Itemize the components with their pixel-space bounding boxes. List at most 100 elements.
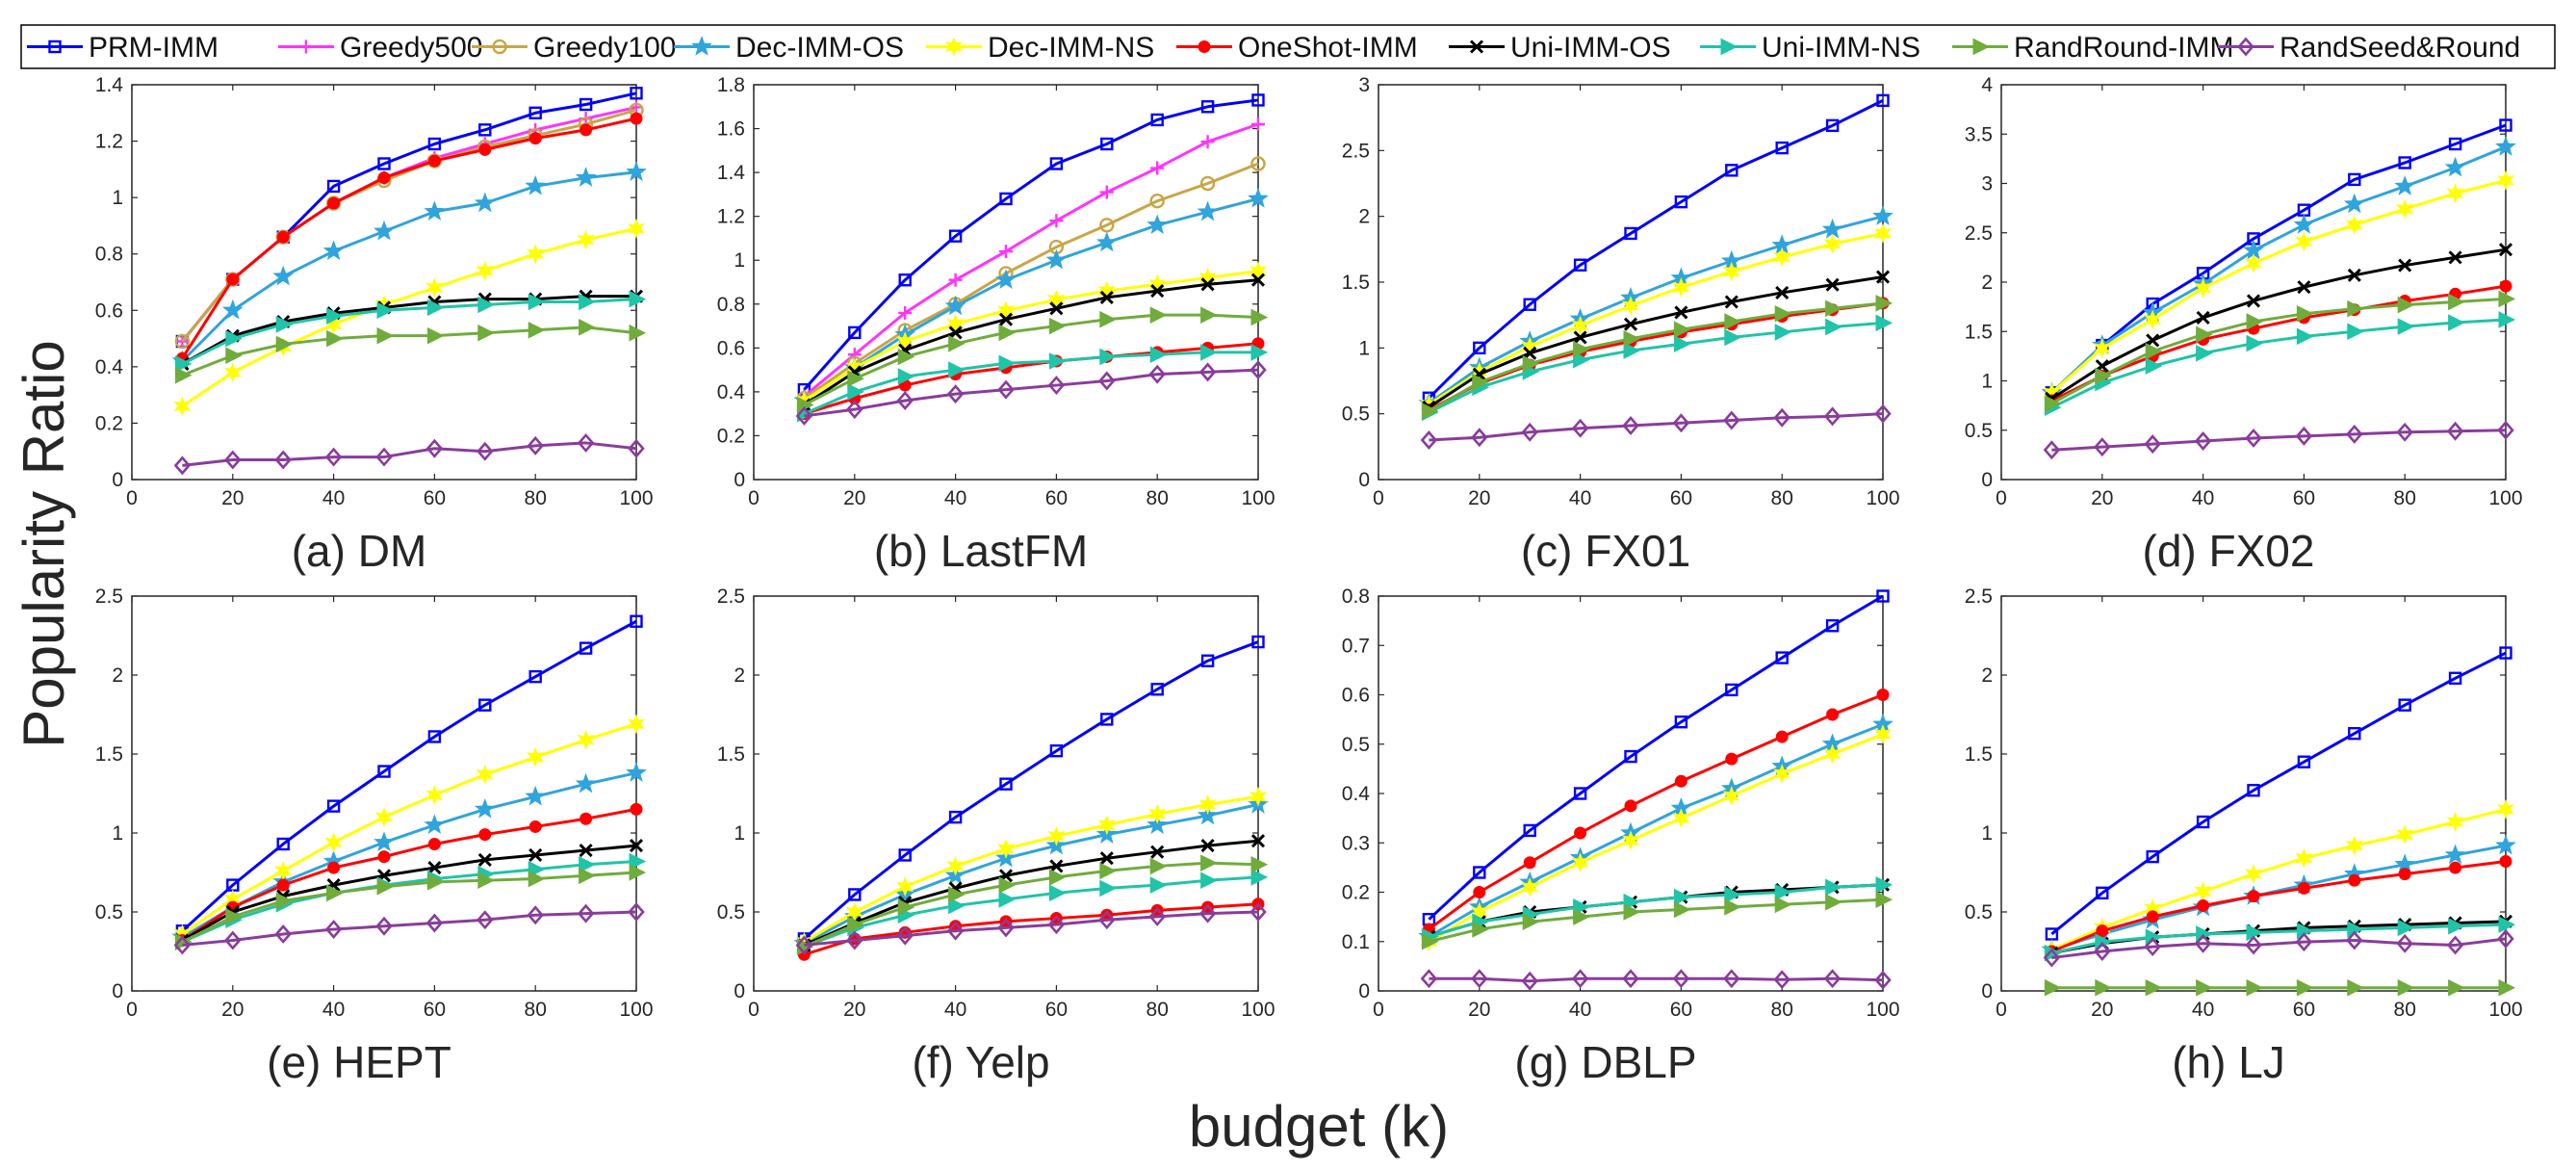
y-tick-label: 1 xyxy=(1981,822,1993,845)
series-line-randround-imm xyxy=(1429,898,1884,944)
point-randround-imm-marker xyxy=(376,877,395,896)
point-dec-imm-os-marker xyxy=(2293,214,2315,234)
x-tick-label: 40 xyxy=(322,487,345,509)
y-tick-label: 2.5 xyxy=(1965,586,1993,608)
point-randseed-round-marker xyxy=(795,935,813,955)
series-line-randseed-round xyxy=(182,441,637,467)
legend-item-dec-imm-os: Dec-IMM-OS xyxy=(674,32,904,64)
series-randround-imm xyxy=(2044,290,2516,412)
x-tick-label: 100 xyxy=(1866,999,1899,1021)
point-uni-imm-ns-marker xyxy=(477,296,495,314)
x-tick-label: 80 xyxy=(1146,999,1169,1021)
point-randseed-round-marker xyxy=(527,905,544,925)
point-uni-imm-ns-marker xyxy=(275,316,294,333)
point-dec-imm-ns-marker xyxy=(425,277,444,299)
point-uni-imm-ns-marker xyxy=(2397,318,2415,335)
point-randround-imm-marker xyxy=(847,916,864,933)
x-axis-label: budget (k) xyxy=(1189,1094,1449,1158)
point-randround-imm-marker xyxy=(897,348,915,366)
point-randseed-round-marker xyxy=(2295,426,2313,446)
point-randseed-round-marker xyxy=(1471,969,1488,989)
point-uni-imm-ns-marker xyxy=(2498,916,2516,933)
point-prm-imm-marker xyxy=(377,157,391,170)
point-randseed-round-marker xyxy=(2295,932,2313,952)
x-tick-label: 20 xyxy=(2091,999,2113,1021)
point-randseed-round-marker xyxy=(1198,362,1217,382)
plot-area xyxy=(2000,84,2507,481)
point-greedy500-marker xyxy=(1200,135,1215,149)
point-dec-imm-os-marker xyxy=(1146,814,1169,835)
point-uni-imm-ns-marker xyxy=(2448,917,2465,935)
point-dec-imm-os-marker xyxy=(1095,231,1118,252)
x-tick-label: 20 xyxy=(843,999,865,1021)
series-line-randseed-round xyxy=(2051,937,2507,960)
x-tick-label: 0 xyxy=(1996,487,2007,509)
point-randseed-round-marker xyxy=(2094,437,2111,457)
point-randround-imm-marker xyxy=(2347,978,2364,997)
point-uni-imm-os-marker xyxy=(1099,851,1114,866)
point-dec-imm-ns-marker xyxy=(1672,808,1690,829)
point-randround-imm-marker xyxy=(948,886,966,903)
series-randround-imm xyxy=(1421,891,1893,950)
legend-label: Greedy100 xyxy=(533,32,676,64)
panel-c-fx01: 0 20 40 60 80 100 0 0.5 1 1.5 2 2.5 3 (c) FX01 xyxy=(1342,74,1900,576)
point-randseed-round-marker xyxy=(577,903,595,924)
y-tick-label: 0.2 xyxy=(717,425,745,447)
series-randseed-round xyxy=(2043,420,2514,460)
point-dec-imm-os-marker xyxy=(374,831,395,852)
x-tick-label: 40 xyxy=(944,999,966,1021)
y-tick-label: 1 xyxy=(734,822,745,845)
point-randseed-round-marker xyxy=(1571,418,1589,438)
point-randround-imm-marker xyxy=(2397,296,2415,314)
point-dec-imm-ns-marker xyxy=(527,746,545,768)
point-uni-imm-os-marker xyxy=(1250,273,1266,287)
point-randround-imm-marker xyxy=(847,370,864,388)
point-oneshot-imm-marker xyxy=(1775,730,1789,743)
point-randseed-round-marker xyxy=(527,435,544,455)
point-dec-imm-os-marker xyxy=(1872,205,1893,225)
point-uni-imm-ns-marker xyxy=(2145,357,2163,375)
point-dec-imm-ns-marker xyxy=(324,832,343,853)
point-dec-imm-ns-marker xyxy=(1823,233,1842,254)
point-prm-imm-marker xyxy=(326,179,341,194)
point-dec-imm-ns-marker xyxy=(2396,824,2414,846)
point-oneshot-imm-marker xyxy=(1725,752,1739,766)
series-line-uni-imm-os xyxy=(181,295,636,366)
point-oneshot-imm-marker xyxy=(1826,708,1840,721)
point-dec-imm-os-marker xyxy=(322,240,345,261)
y-tick-label: 1.5 xyxy=(717,743,745,766)
legend-label: OneShot-IMM xyxy=(1238,32,1418,64)
point-randseed-round-marker xyxy=(2497,928,2514,949)
x-tick-label: 80 xyxy=(525,487,547,509)
series-line-dec-imm-ns xyxy=(803,270,1259,403)
point-dec-imm-ns-marker xyxy=(1722,261,1740,282)
series-line-dec-imm-ns xyxy=(1428,231,1884,406)
point-dec-imm-os-marker xyxy=(1045,248,1068,270)
point-randseed-round-marker xyxy=(1773,407,1790,428)
x-tick-label: 20 xyxy=(2091,487,2113,509)
point-uni-imm-ns-marker xyxy=(1673,888,1691,906)
point-dec-imm-os-marker xyxy=(424,200,446,221)
point-uni-imm-os-marker xyxy=(1099,290,1114,305)
series-line-oneshot-imm xyxy=(181,117,637,359)
point-prm-imm-marker xyxy=(1624,226,1637,241)
point-randseed-round-marker xyxy=(274,450,292,470)
point-randround-imm-marker xyxy=(2044,395,2062,412)
point-prm-imm-marker xyxy=(1049,744,1064,758)
point-prm-imm-marker xyxy=(1251,635,1265,649)
series-line-randround-imm xyxy=(1428,301,1884,413)
point-randseed-round-marker xyxy=(1047,915,1066,935)
point-dec-imm-ns-marker xyxy=(1047,825,1066,846)
point-randseed-round-marker xyxy=(946,921,965,941)
plot-area xyxy=(1378,84,1884,481)
point-randseed-round-marker xyxy=(1521,422,1538,442)
point-prm-imm-marker xyxy=(579,641,593,655)
point-dec-imm-ns-marker xyxy=(1622,830,1639,851)
y-tick-label: 1 xyxy=(734,249,745,272)
point-uni-imm-ns-marker xyxy=(426,299,445,317)
y-tick-label: 0 xyxy=(112,469,123,491)
point-dec-imm-ns-marker xyxy=(1722,786,1740,806)
point-dec-imm-ns-marker xyxy=(628,714,645,735)
legend-label: RandRound-IMM xyxy=(2014,32,2233,64)
point-greedy500-marker xyxy=(1099,185,1114,199)
